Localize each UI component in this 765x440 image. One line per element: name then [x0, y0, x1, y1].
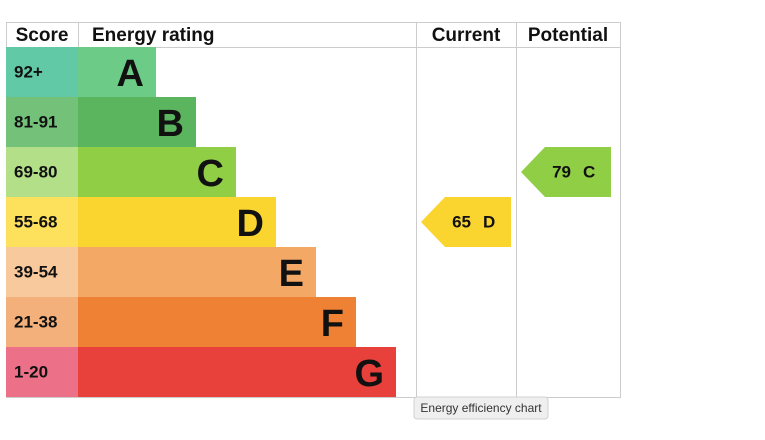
rating-letter: A — [117, 53, 144, 95]
rating-bar — [78, 347, 396, 397]
score-cell — [6, 97, 78, 147]
rating-bar — [78, 297, 356, 347]
rating-bar — [78, 197, 276, 247]
rating-letter: C — [197, 153, 224, 195]
rating-letter: D — [237, 203, 264, 245]
score-cell — [6, 347, 78, 397]
current-arrow — [421, 197, 511, 247]
score-cell — [6, 247, 78, 297]
rating-letter: F — [321, 303, 344, 345]
rating-bar — [78, 47, 156, 97]
potential-value: 79 — [552, 163, 571, 182]
rating-bar — [78, 97, 196, 147]
header-cell: Energy rating — [92, 25, 214, 46]
score-cell — [6, 197, 78, 247]
score-label: 21-38 — [14, 313, 57, 332]
header-cell: Potential — [528, 25, 608, 46]
score-label: 39-54 — [14, 263, 58, 282]
score-cell — [6, 297, 78, 347]
current-rating: D — [483, 213, 495, 232]
potential-arrow — [521, 147, 611, 197]
current-value: 65 — [452, 213, 471, 232]
header-cell: Score — [16, 25, 69, 46]
tooltip-box — [413, 396, 549, 420]
rating-letter: B — [157, 103, 184, 145]
score-label: 55-68 — [14, 213, 57, 232]
rating-letter: E — [279, 253, 304, 295]
tooltip-text: Energy efficiency chart — [420, 401, 542, 415]
score-label: 1-20 — [14, 363, 48, 382]
score-cell — [6, 47, 78, 97]
score-cell — [6, 147, 78, 197]
header-cell: Current — [432, 25, 501, 46]
tooltip: Energy efficiency chart — [413, 396, 549, 420]
rating-letter: G — [354, 353, 384, 395]
score-label: 81-91 — [14, 113, 57, 132]
score-label: 92+ — [14, 63, 43, 82]
potential-rating: C — [583, 163, 595, 182]
rating-bar — [78, 147, 236, 197]
rating-bar — [78, 247, 316, 297]
score-label: 69-80 — [14, 163, 57, 182]
